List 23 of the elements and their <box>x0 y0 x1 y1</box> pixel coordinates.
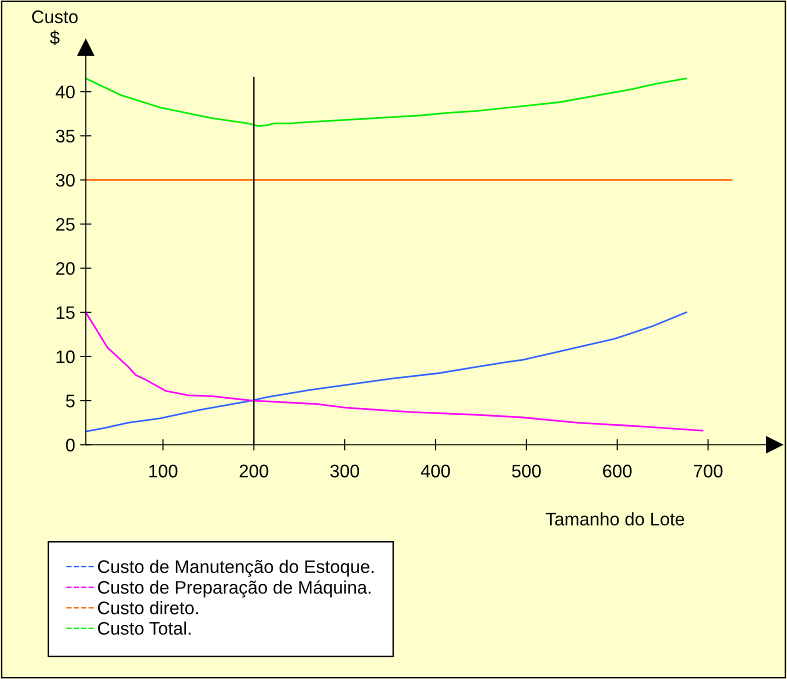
x-tick-label: 200 <box>240 464 268 478</box>
x-tick-label: 500 <box>512 464 541 478</box>
legend-label: Custo Total. <box>98 622 190 635</box>
y-axis-title: Custo $ <box>32 10 78 46</box>
x-tick-label: 700 <box>694 464 722 478</box>
y-tick-label: 30 <box>56 174 75 187</box>
legend-label: Custo direto. <box>98 601 198 614</box>
x-tick-label: 100 <box>149 464 178 478</box>
y-tick-label: 15 <box>56 306 75 320</box>
y-tick-label: 5 <box>66 394 75 408</box>
y-tick-label: 40 <box>56 86 75 98</box>
y-tick-label: 25 <box>56 218 75 231</box>
y-tick-label: 20 <box>56 262 75 275</box>
legend-label: Custo de Preparação de Máquina. <box>98 580 370 598</box>
x-tick-label: 400 <box>420 464 450 478</box>
y-tick-label: 10 <box>56 350 75 364</box>
y-tick-label: 35 <box>56 130 75 143</box>
x-tick-label: 600 <box>603 464 632 478</box>
line-series <box>86 78 688 127</box>
x-axis-title: Tamanho do Lote <box>546 512 684 526</box>
legend-label: Custo de Manutenção do Estoque. <box>98 560 374 577</box>
y-tick-label: 0 <box>66 438 75 452</box>
x-tick-label: 300 <box>330 464 360 478</box>
